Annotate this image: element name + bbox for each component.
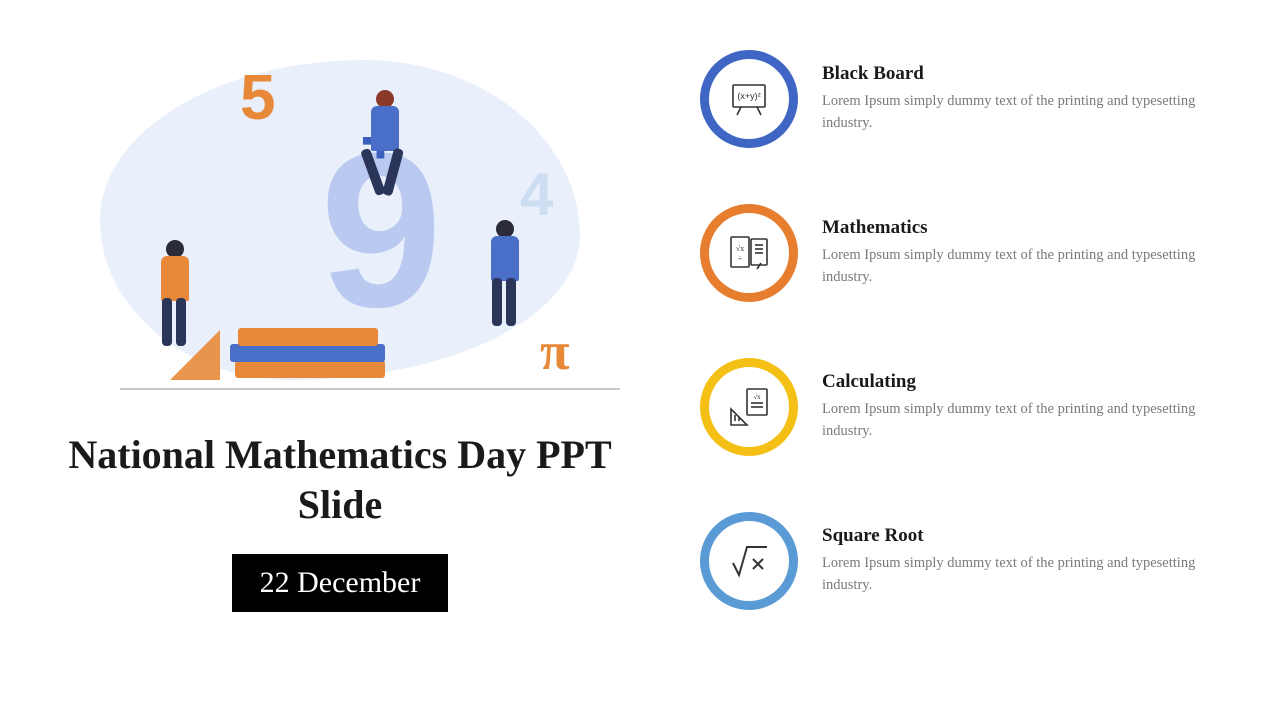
feature-title: Black Board: [822, 63, 1240, 85]
math-illustration: 9 5 4 + π: [60, 40, 620, 400]
person-left: [150, 240, 200, 350]
feature-desc: Lorem Ipsum simply dummy text of the pri…: [822, 91, 1240, 135]
math-book-icon: √x ÷: [727, 231, 771, 275]
icon-circle-sqrt: [700, 512, 798, 610]
feature-row: (x+y)² Black Board Lorem Ipsum simply du…: [700, 50, 1240, 148]
icon-circle-mathematics: √x ÷: [700, 204, 798, 302]
sqrt-icon: [727, 539, 771, 583]
date-badge: 22 December: [232, 554, 449, 612]
slide-title: National Mathematics Day PPT Slide: [60, 430, 620, 530]
feature-desc: Lorem Ipsum simply dummy text of the pri…: [822, 553, 1240, 597]
svg-text:÷: ÷: [738, 254, 743, 263]
calculating-icon: √x: [727, 385, 771, 429]
number-4: 4: [520, 160, 553, 229]
number-5: 5: [240, 60, 276, 134]
feature-desc: Lorem Ipsum simply dummy text of the pri…: [822, 399, 1240, 443]
feature-title: Square Root: [822, 525, 1240, 547]
icon-circle-calculating: √x: [700, 358, 798, 456]
person-right: [480, 220, 530, 330]
icon-circle-blackboard: (x+y)²: [700, 50, 798, 148]
feature-title: Calculating: [822, 371, 1240, 393]
feature-desc: Lorem Ipsum simply dummy text of the pri…: [822, 245, 1240, 289]
svg-text:√x: √x: [753, 393, 761, 401]
left-panel: 9 5 4 + π National Mathematics Day PPT S…: [60, 40, 620, 612]
feature-title: Mathematics: [822, 217, 1240, 239]
svg-text:(x+y)²: (x+y)²: [737, 91, 760, 101]
baseline-rule: [120, 388, 620, 390]
features-panel: (x+y)² Black Board Lorem Ipsum simply du…: [700, 50, 1240, 666]
person-top: [360, 90, 410, 200]
feature-row: Square Root Lorem Ipsum simply dummy tex…: [700, 512, 1240, 610]
blackboard-icon: (x+y)²: [727, 77, 771, 121]
feature-row: √x ÷ Mathematics Lorem Ipsum simply dumm…: [700, 204, 1240, 302]
svg-text:√x: √x: [736, 244, 744, 253]
feature-row: √x Calculating Lorem Ipsum simply dummy …: [700, 358, 1240, 456]
pi-symbol: π: [540, 320, 570, 382]
book-stack: [230, 320, 390, 380]
